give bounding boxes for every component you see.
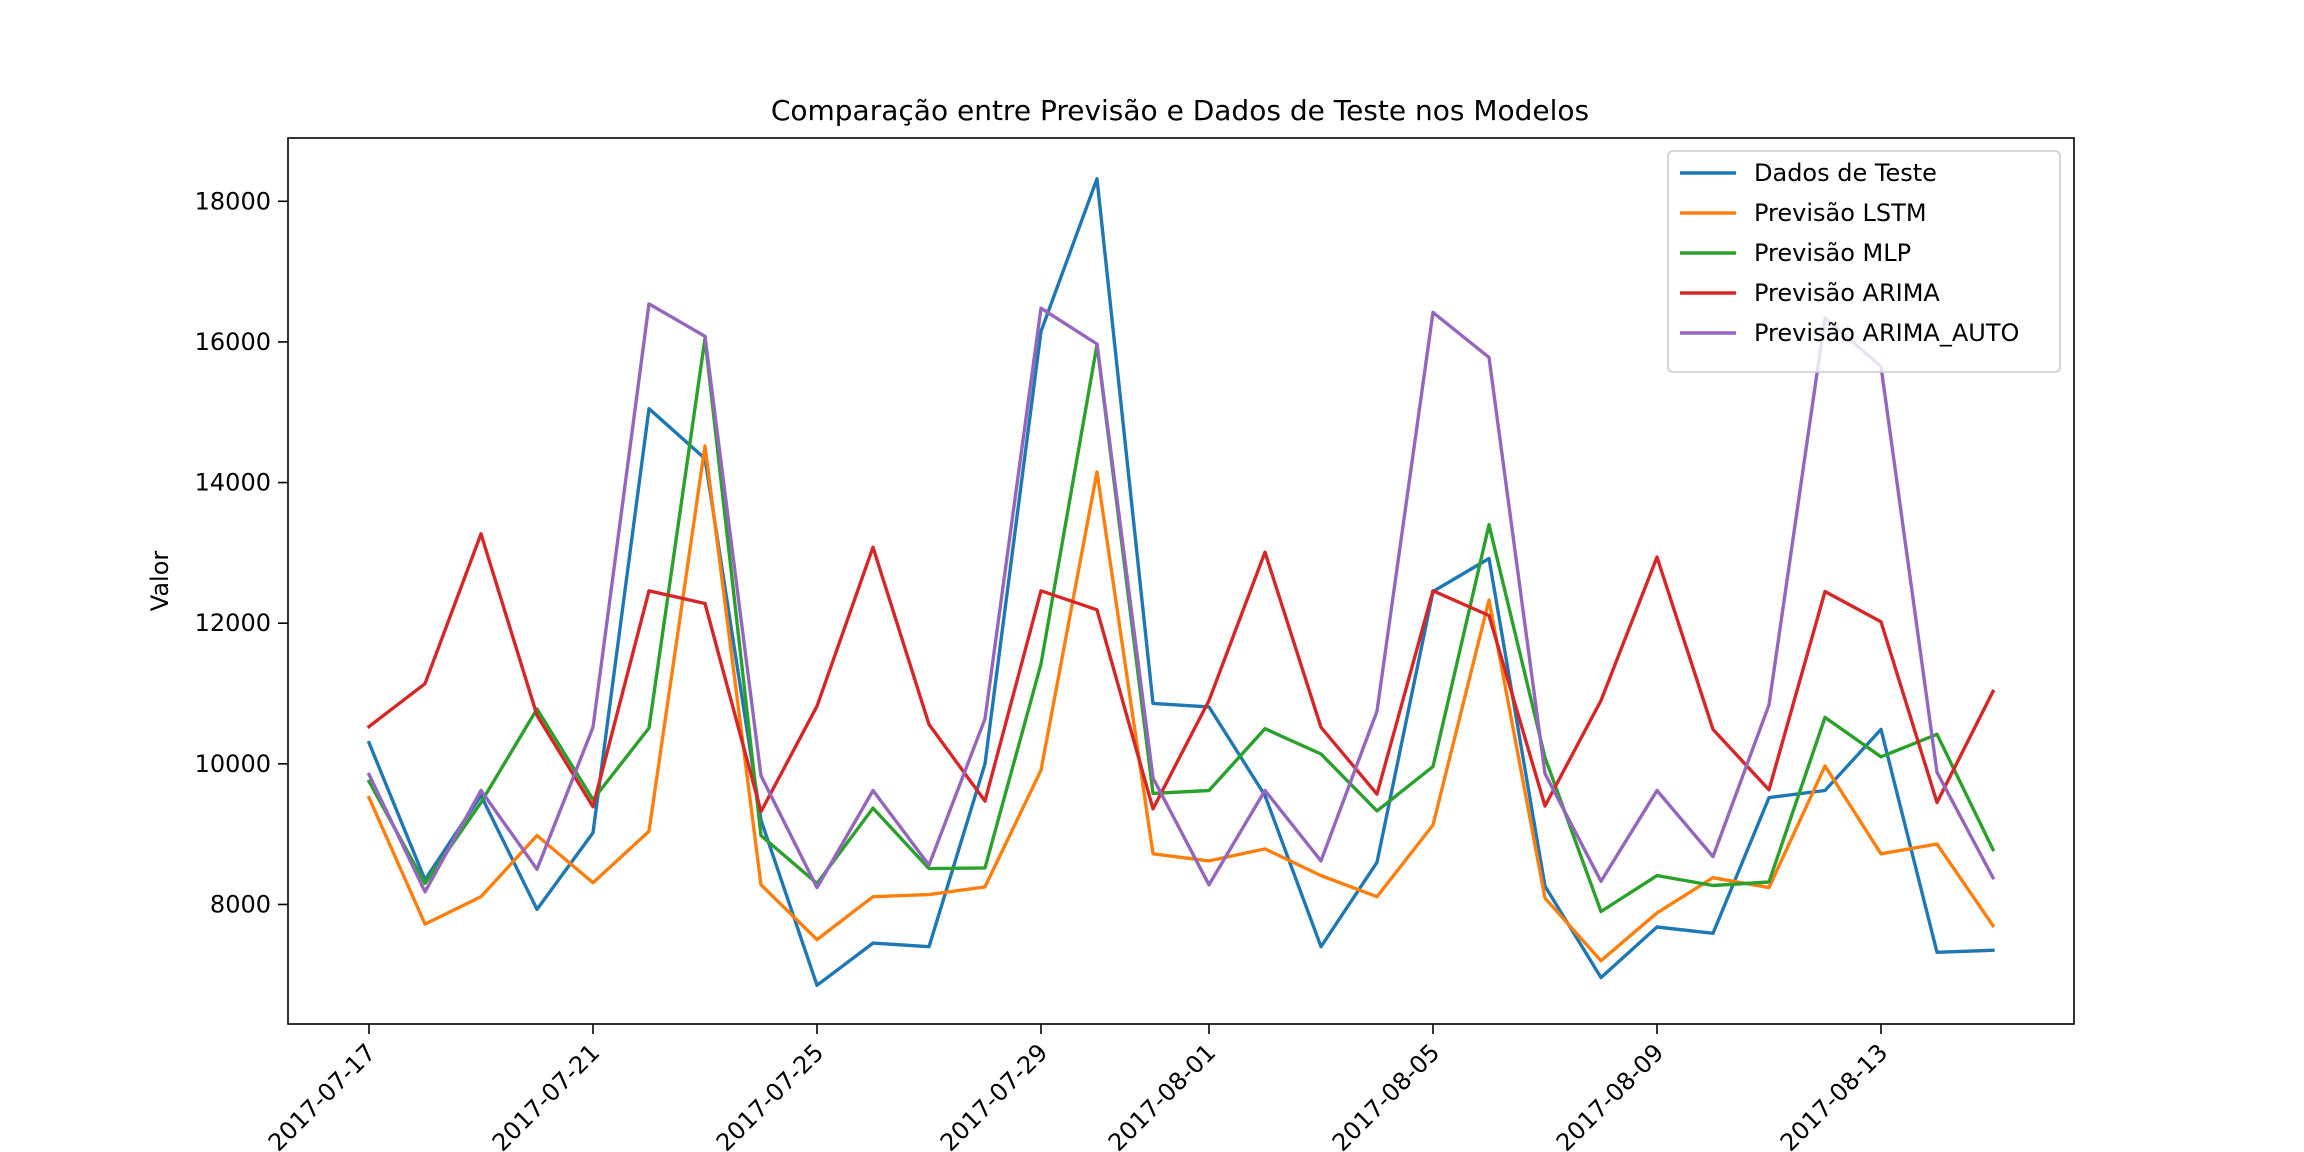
legend-label-2: Previsão MLP [1754, 239, 1911, 267]
x-tick-label: 2017-08-09 [1551, 1038, 1669, 1152]
x-tick-label: 2017-07-29 [935, 1038, 1053, 1152]
x-tick-label: 2017-07-17 [263, 1038, 381, 1152]
legend-label-1: Previsão LSTM [1754, 199, 1927, 227]
plot-frame [287, 137, 2075, 1025]
x-tick-label: 2017-07-25 [711, 1038, 829, 1152]
legend-label-3: Previsão ARIMA [1754, 279, 1940, 307]
y-axis: 8000 10000 12000 14000 16000 18000 [195, 187, 288, 918]
series-line-4 [366, 302, 1996, 894]
legend-label-0: Dados de Teste [1754, 159, 1937, 187]
x-tick-label: 2017-08-13 [1775, 1038, 1893, 1152]
series-line-0 [366, 177, 1995, 987]
y-tick-label: 14000 [195, 469, 271, 497]
series-line-1 [366, 444, 1996, 963]
chart-title: Comparação entre Previsão e Dados de Tes… [771, 94, 1589, 127]
x-tick-label: 2017-08-01 [1103, 1038, 1221, 1152]
legend-box [1667, 150, 2061, 373]
y-tick-label: 16000 [195, 328, 271, 356]
y-tick-label: 12000 [195, 609, 271, 637]
y-tick-label: 18000 [195, 187, 271, 215]
y-tick-label: 10000 [195, 750, 271, 778]
x-tick-label: 2017-08-05 [1327, 1038, 1445, 1152]
x-tick-label: 2017-07-21 [487, 1038, 605, 1152]
series-layer [366, 177, 1996, 987]
y-tick-label: 8000 [210, 890, 271, 918]
series-line-2 [366, 336, 1996, 914]
y-axis-label: Valor [146, 551, 174, 612]
x-axis: 2017-07-17 2017-07-21 2017-07-25 2017-07-29… [263, 1024, 1893, 1152]
legend: Dados de Teste Previsão LSTM Previsão MLP P… [1667, 150, 2061, 373]
legend-label-4: Previsão ARIMA_AUTO [1754, 319, 2019, 347]
series-line-3 [366, 532, 1996, 814]
